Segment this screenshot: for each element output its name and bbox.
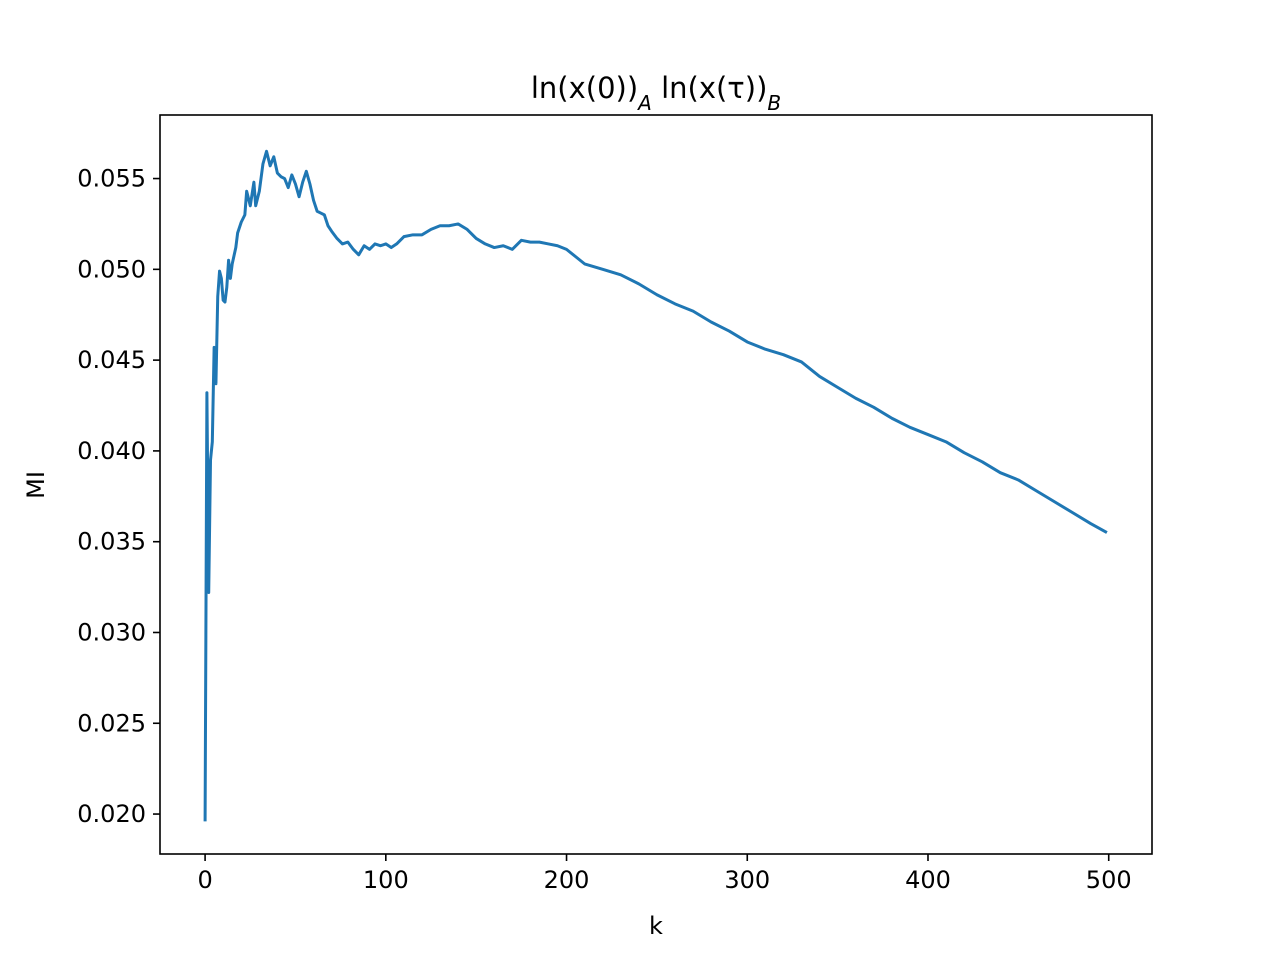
x-tick-label: 0 (197, 866, 212, 894)
y-tick-label: 0.045 (77, 346, 146, 374)
y-tick-label: 0.040 (77, 437, 146, 465)
x-tick-label: 100 (363, 866, 409, 894)
x-tick-label: 200 (544, 866, 590, 894)
title-text: ln(x(0)) (531, 71, 638, 105)
y-axis-label: MI (22, 471, 50, 499)
x-tick-label: 400 (905, 866, 951, 894)
data-line (203, 149, 1108, 822)
plot-frame (159, 114, 1153, 855)
y-tick-label: 0.050 (77, 255, 146, 283)
x-axis-label: k (649, 912, 663, 940)
y-tick-label: 0.035 (77, 528, 146, 556)
x-tick-label: 300 (724, 866, 770, 894)
y-tick-label: 0.025 (77, 709, 146, 737)
y-tick-label: 0.030 (77, 618, 146, 646)
y-tick-label: 0.020 (77, 800, 146, 828)
x-tick-label: 500 (1086, 866, 1132, 894)
title-subscript: B (767, 91, 781, 115)
y-tick-label: 0.055 (77, 165, 146, 193)
chart-title: ln(x(0))A ln(x(τ))B (531, 71, 781, 115)
title-subscript: A (636, 91, 652, 115)
title-text: ln(x(τ)) (652, 71, 768, 105)
